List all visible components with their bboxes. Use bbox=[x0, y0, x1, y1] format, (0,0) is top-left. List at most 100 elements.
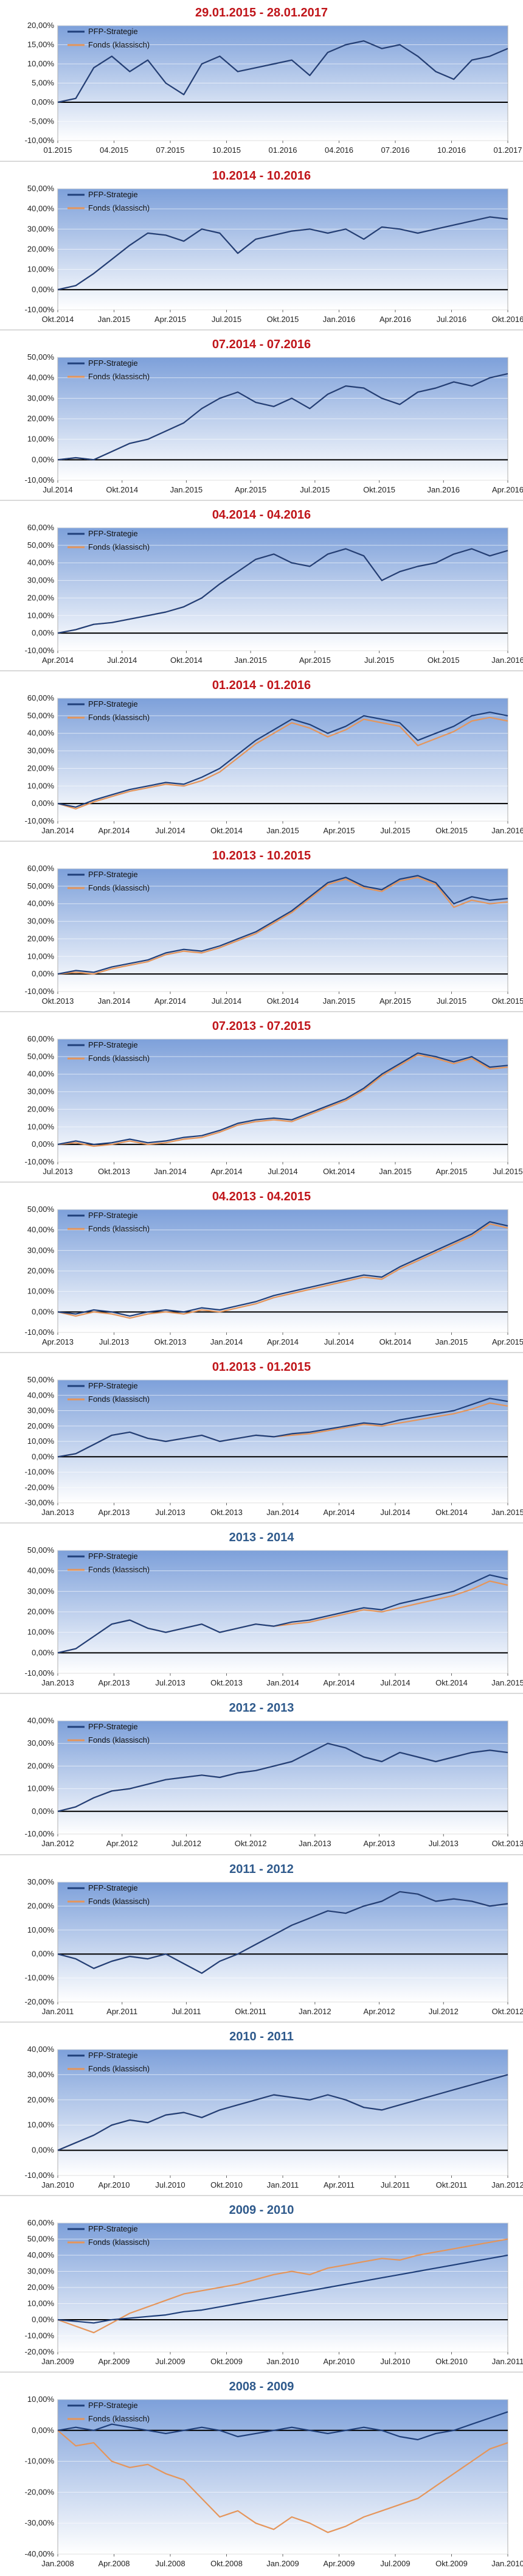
x-tick-label: Jul.2012 bbox=[171, 1839, 201, 1848]
chart-panel: 04.2014 - 04.2016 60,00% 50,00% 40,00% 30,00… bbox=[0, 500, 523, 671]
x-tick-label: Jul.2014 bbox=[43, 485, 72, 494]
x-tick-label: Jul.2009 bbox=[380, 2559, 410, 2568]
chart-panel: 04.2013 - 04.2015 50,00% 40,00% 30,00% 20,00… bbox=[0, 1181, 523, 1353]
panel-separator bbox=[0, 500, 523, 501]
series-line-strategy bbox=[57, 2254, 508, 2324]
legend-label: Fonds (klassisch) bbox=[88, 883, 150, 892]
x-tick-label: Apr.2015 bbox=[492, 1337, 523, 1346]
series-line-fund bbox=[57, 877, 508, 975]
x-tick-label: Okt.2015 bbox=[267, 315, 299, 324]
y-tick-label: 0,00% bbox=[32, 799, 54, 808]
x-tick-label: Jan.2008 bbox=[41, 2559, 74, 2568]
y-tick-label: 50,00% bbox=[27, 541, 55, 550]
legend-label: PFP-Strategie bbox=[88, 1040, 138, 1049]
y-tick-label: 0,00% bbox=[32, 1139, 54, 1149]
y-tick-label: 30,00% bbox=[27, 2267, 55, 2276]
y-tick-label: -10,00% bbox=[25, 305, 55, 314]
y-tick-label: 15,00% bbox=[27, 40, 55, 49]
x-tick-label: Jul.2015 bbox=[364, 656, 394, 665]
x-tick-label: Apr.2016 bbox=[492, 485, 523, 494]
y-tick-label: -10,00% bbox=[25, 136, 55, 145]
chart-title: 2008 - 2009 bbox=[229, 2380, 294, 2393]
y-tick-label: 10,00% bbox=[27, 2396, 55, 2404]
y-tick-label: 30,00% bbox=[27, 1586, 55, 1595]
x-tick-label: Jul.2014 bbox=[324, 1337, 354, 1346]
y-tick-label: 30,00% bbox=[27, 1406, 55, 1415]
legend-label: Fonds (klassisch) bbox=[88, 713, 150, 722]
x-tick-label: Okt.2013 bbox=[492, 1839, 523, 1848]
series-line-strategy bbox=[57, 373, 508, 461]
x-tick-label: Okt.2014 bbox=[42, 315, 74, 324]
panel-separator bbox=[0, 670, 523, 671]
legend-label: PFP-Strategie bbox=[88, 27, 138, 36]
chart-title: 04.2013 - 04.2015 bbox=[212, 1190, 311, 1203]
series-line-strategy bbox=[57, 1221, 508, 1317]
x-tick-label: Jul.2012 bbox=[429, 2007, 459, 2016]
line-chart: 60,00% 50,00% 40,00% 30,00% 20,00% 10,00% 0,00… bbox=[25, 695, 523, 835]
x-tick-label: Apr.2015 bbox=[435, 1167, 467, 1176]
y-tick-label: -10,00% bbox=[25, 1328, 55, 1337]
x-tick-label: Jul.2013 bbox=[155, 1508, 185, 1517]
x-tick-label: Apr.2014 bbox=[323, 1678, 355, 1687]
chart-panel: 2010 - 2011 40,00% 30,00% 20,00% 10,00% 0,00%… bbox=[0, 2021, 523, 2196]
y-tick-label: -10,00% bbox=[25, 1468, 55, 1477]
y-tick-label: 10,00% bbox=[27, 1287, 55, 1296]
chart-panel: 01.2013 - 01.2015 50,00% 40,00% 30,00% 20,00… bbox=[0, 1352, 523, 1524]
x-tick-label: Jan.2014 bbox=[41, 826, 74, 835]
y-tick-label: 20,00% bbox=[27, 1761, 55, 1770]
legend: PFP-Strategie Fonds (klassisch) bbox=[68, 359, 150, 381]
y-tick-label: 40,00% bbox=[27, 373, 55, 382]
x-tick-label: Jul.2014 bbox=[212, 996, 241, 1006]
x-tick-label: Jan.2012 bbox=[41, 1839, 74, 1848]
x-tick-label: Apr.2013 bbox=[98, 1678, 130, 1687]
x-tick-label: Okt.2015 bbox=[363, 485, 395, 494]
panel-separator bbox=[0, 2021, 523, 2023]
x-tick-label: 10.2015 bbox=[212, 145, 241, 155]
legend: PFP-Strategie Fonds (klassisch) bbox=[68, 2224, 150, 2247]
series-line-strategy bbox=[57, 875, 508, 975]
legend: PFP-Strategie Fonds (klassisch) bbox=[68, 1211, 150, 1233]
chart-title: 07.2014 - 07.2016 bbox=[212, 338, 311, 351]
x-tick-label: Okt.2009 bbox=[435, 2559, 468, 2568]
panel-separator bbox=[0, 329, 523, 331]
x-tick-label: Okt.2008 bbox=[210, 2559, 243, 2568]
y-tick-label: 0,00% bbox=[32, 2426, 54, 2435]
legend-label: Fonds (klassisch) bbox=[88, 1054, 150, 1063]
plot-area bbox=[57, 1881, 508, 2003]
y-tick-label: 20,00% bbox=[27, 1421, 55, 1430]
y-tick-label: 40,00% bbox=[27, 1390, 55, 1399]
legend-label: PFP-Strategie bbox=[88, 699, 138, 709]
x-tick-label: Jan.2009 bbox=[266, 2559, 299, 2568]
plot-area bbox=[57, 698, 508, 822]
y-tick-label: -20,00% bbox=[25, 2347, 55, 2356]
y-tick-label: 50,00% bbox=[27, 1206, 55, 1214]
x-tick-label: Apr.2015 bbox=[379, 996, 411, 1006]
chart-title: 01.2014 - 01.2016 bbox=[212, 679, 311, 692]
y-tick-label: -10,00% bbox=[25, 1829, 55, 1838]
x-tick-label: Okt.2015 bbox=[492, 996, 523, 1006]
x-tick-label: 01.2017 bbox=[494, 145, 522, 155]
x-tick-label: Apr.2009 bbox=[98, 2357, 130, 2366]
y-tick-label: -10,00% bbox=[25, 646, 55, 655]
legend-label: Fonds (klassisch) bbox=[88, 372, 150, 381]
y-tick-label: 40,00% bbox=[27, 558, 55, 567]
line-chart: 50,00% 40,00% 30,00% 20,00% 10,00% 0,00% -10,0… bbox=[25, 1547, 523, 1687]
legend-label: PFP-Strategie bbox=[88, 1883, 138, 1892]
x-tick-label: Jan.2014 bbox=[210, 1337, 243, 1346]
y-tick-label: 30,00% bbox=[27, 1087, 55, 1096]
x-tick-label: Okt.2013 bbox=[210, 1508, 243, 1517]
series-line-strategy bbox=[57, 1574, 508, 1654]
legend: PFP-Strategie Fonds (klassisch) bbox=[68, 1381, 150, 1404]
legend: PFP-Strategie Fonds (klassisch) bbox=[68, 1883, 150, 1906]
legend-label: PFP-Strategie bbox=[88, 870, 138, 879]
x-tick-label: 04.2016 bbox=[325, 145, 353, 155]
x-tick-label: Jan.2014 bbox=[266, 1678, 299, 1687]
line-chart: 50,00% 40,00% 30,00% 20,00% 10,00% 0,00% -10,0… bbox=[25, 1206, 523, 1346]
line-chart: 60,00% 50,00% 40,00% 30,00% 20,00% 10,00% 0,00… bbox=[25, 1035, 523, 1176]
x-tick-label: Jan.2015 bbox=[379, 1167, 412, 1176]
x-tick-label: Jan.2011 bbox=[267, 2180, 299, 2189]
x-tick-label: Jan.2015 bbox=[435, 1337, 468, 1346]
x-tick-label: Jan.2010 bbox=[491, 2559, 523, 2568]
legend-label: Fonds (klassisch) bbox=[88, 542, 150, 551]
y-tick-label: 60,00% bbox=[27, 865, 55, 873]
